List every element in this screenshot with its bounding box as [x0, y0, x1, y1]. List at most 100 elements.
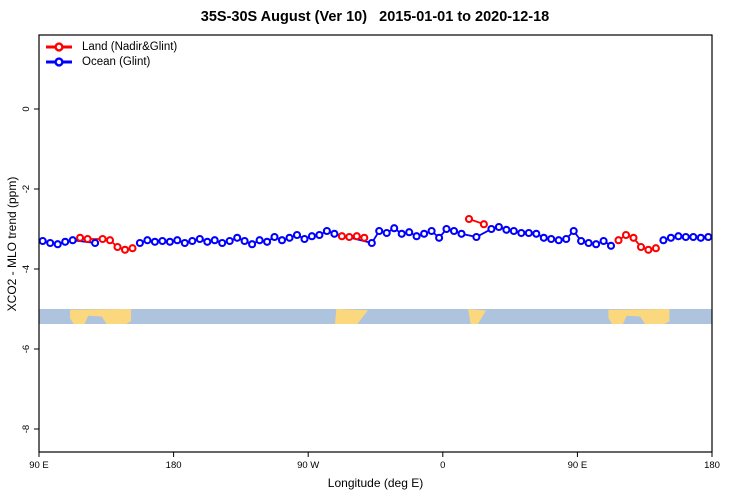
map-band-land-south-america	[335, 309, 368, 324]
data-point-land	[360, 233, 369, 242]
data-point-ocean	[307, 232, 316, 241]
data-point-land	[629, 233, 638, 242]
data-point-ocean	[165, 237, 174, 246]
plot-box	[38, 34, 713, 453]
data-point-ocean	[420, 229, 429, 238]
data-point-ocean	[210, 236, 219, 245]
data-point-ocean	[188, 236, 197, 246]
data-point-ocean	[554, 236, 563, 245]
data-point-ocean	[255, 236, 264, 245]
data-point-ocean	[449, 226, 459, 236]
data-point-ocean	[584, 238, 593, 248]
data-point-ocean	[599, 236, 608, 246]
x-tick-label: 0	[440, 460, 445, 471]
data-point-ocean	[532, 229, 541, 238]
data-point-ocean	[292, 230, 302, 240]
legend-label-land: Land (Nadir&Glint)	[82, 40, 178, 53]
map-band-land-australia	[70, 309, 131, 324]
data-point-land	[128, 244, 137, 253]
data-point-ocean	[666, 233, 675, 242]
data-point-land	[352, 232, 361, 241]
data-point-ocean	[592, 240, 601, 249]
data-point-ocean	[263, 237, 272, 246]
data-point-ocean	[240, 236, 249, 246]
data-point-ocean	[46, 238, 55, 248]
data-point-ocean	[562, 234, 571, 244]
data-point-land	[105, 236, 115, 245]
y-tick-label: -4	[21, 265, 32, 273]
ocean-series-key-icon	[46, 56, 72, 67]
data-point-ocean	[203, 237, 212, 246]
land-series-key-icon	[46, 41, 72, 52]
legend-label-ocean: Ocean (Glint)	[82, 55, 151, 68]
data-point-ocean	[150, 237, 159, 246]
data-point-ocean	[502, 225, 511, 234]
data-point-land	[614, 236, 623, 245]
chart-title: 35S-30S August (Ver 10) 2015-01-01 to 20…	[200, 9, 550, 25]
data-point-ocean	[375, 226, 384, 236]
data-point-ocean	[509, 226, 518, 236]
data-point-ocean	[382, 228, 391, 238]
data-point-ocean	[412, 232, 421, 241]
data-point-ocean	[494, 222, 503, 232]
data-point-land	[651, 244, 660, 253]
data-point-ocean	[68, 236, 77, 245]
data-point-land	[120, 245, 130, 254]
data-point-ocean	[300, 234, 309, 244]
data-point-ocean	[405, 228, 414, 237]
map-band-ocean	[39, 309, 712, 324]
y-tick-label: 0	[21, 106, 32, 111]
data-point-ocean	[390, 224, 399, 233]
data-point-ocean	[195, 234, 204, 244]
y-tick-label: -6	[21, 345, 32, 353]
data-point-ocean	[233, 233, 242, 242]
data-point-ocean	[91, 238, 100, 248]
data-point-land	[113, 242, 122, 252]
data-point-ocean	[218, 238, 227, 248]
legend: Land (Nadir&Glint) Ocean (Glint)	[44, 39, 177, 69]
data-point-ocean	[539, 233, 548, 242]
data-point-ocean	[427, 226, 436, 236]
data-point-ocean	[689, 232, 698, 242]
data-point-ocean	[524, 228, 533, 238]
map-band-land-australia-repeat	[608, 309, 670, 324]
data-point-ocean	[315, 230, 324, 240]
data-point-land	[644, 245, 653, 254]
legend-item-land: Land (Nadir&Glint)	[44, 39, 177, 54]
data-point-ocean	[547, 234, 556, 244]
data-point-land	[345, 232, 354, 242]
data-point-ocean	[285, 233, 294, 242]
data-point-ocean	[681, 232, 690, 242]
data-point-land	[337, 232, 346, 241]
data-point-ocean	[577, 236, 586, 246]
data-point-land	[76, 233, 85, 242]
data-point-ocean	[696, 233, 705, 242]
data-point-ocean	[517, 228, 526, 238]
data-point-ocean	[180, 238, 189, 248]
data-point-ocean	[674, 232, 683, 241]
data-point-ocean	[397, 229, 406, 238]
data-point-ocean	[606, 241, 616, 250]
data-point-ocean	[367, 238, 376, 248]
data-point-land	[98, 234, 107, 244]
x-tick-label: 90 W	[297, 460, 319, 471]
y-tick-label: -8	[21, 425, 32, 433]
data-point-ocean	[442, 224, 451, 234]
data-point-ocean	[322, 226, 331, 236]
x-tick-label: 90 E	[29, 460, 49, 471]
x-tick-label: 90 E	[568, 460, 588, 471]
data-point-ocean	[472, 232, 481, 242]
data-point-ocean	[270, 232, 279, 242]
data-point-ocean	[225, 236, 234, 246]
x-axis-label: Longitude (deg E)	[327, 476, 424, 490]
data-point-ocean	[143, 236, 152, 245]
legend-item-ocean: Ocean (Glint)	[44, 54, 177, 69]
data-point-ocean	[248, 240, 257, 249]
data-point-ocean	[487, 224, 496, 234]
x-tick-label: 180	[704, 460, 720, 471]
data-point-ocean	[61, 237, 70, 246]
map-band-land-south-africa	[468, 309, 486, 324]
data-point-ocean	[435, 233, 444, 242]
data-point-ocean	[158, 236, 167, 246]
data-point-ocean	[457, 229, 466, 238]
